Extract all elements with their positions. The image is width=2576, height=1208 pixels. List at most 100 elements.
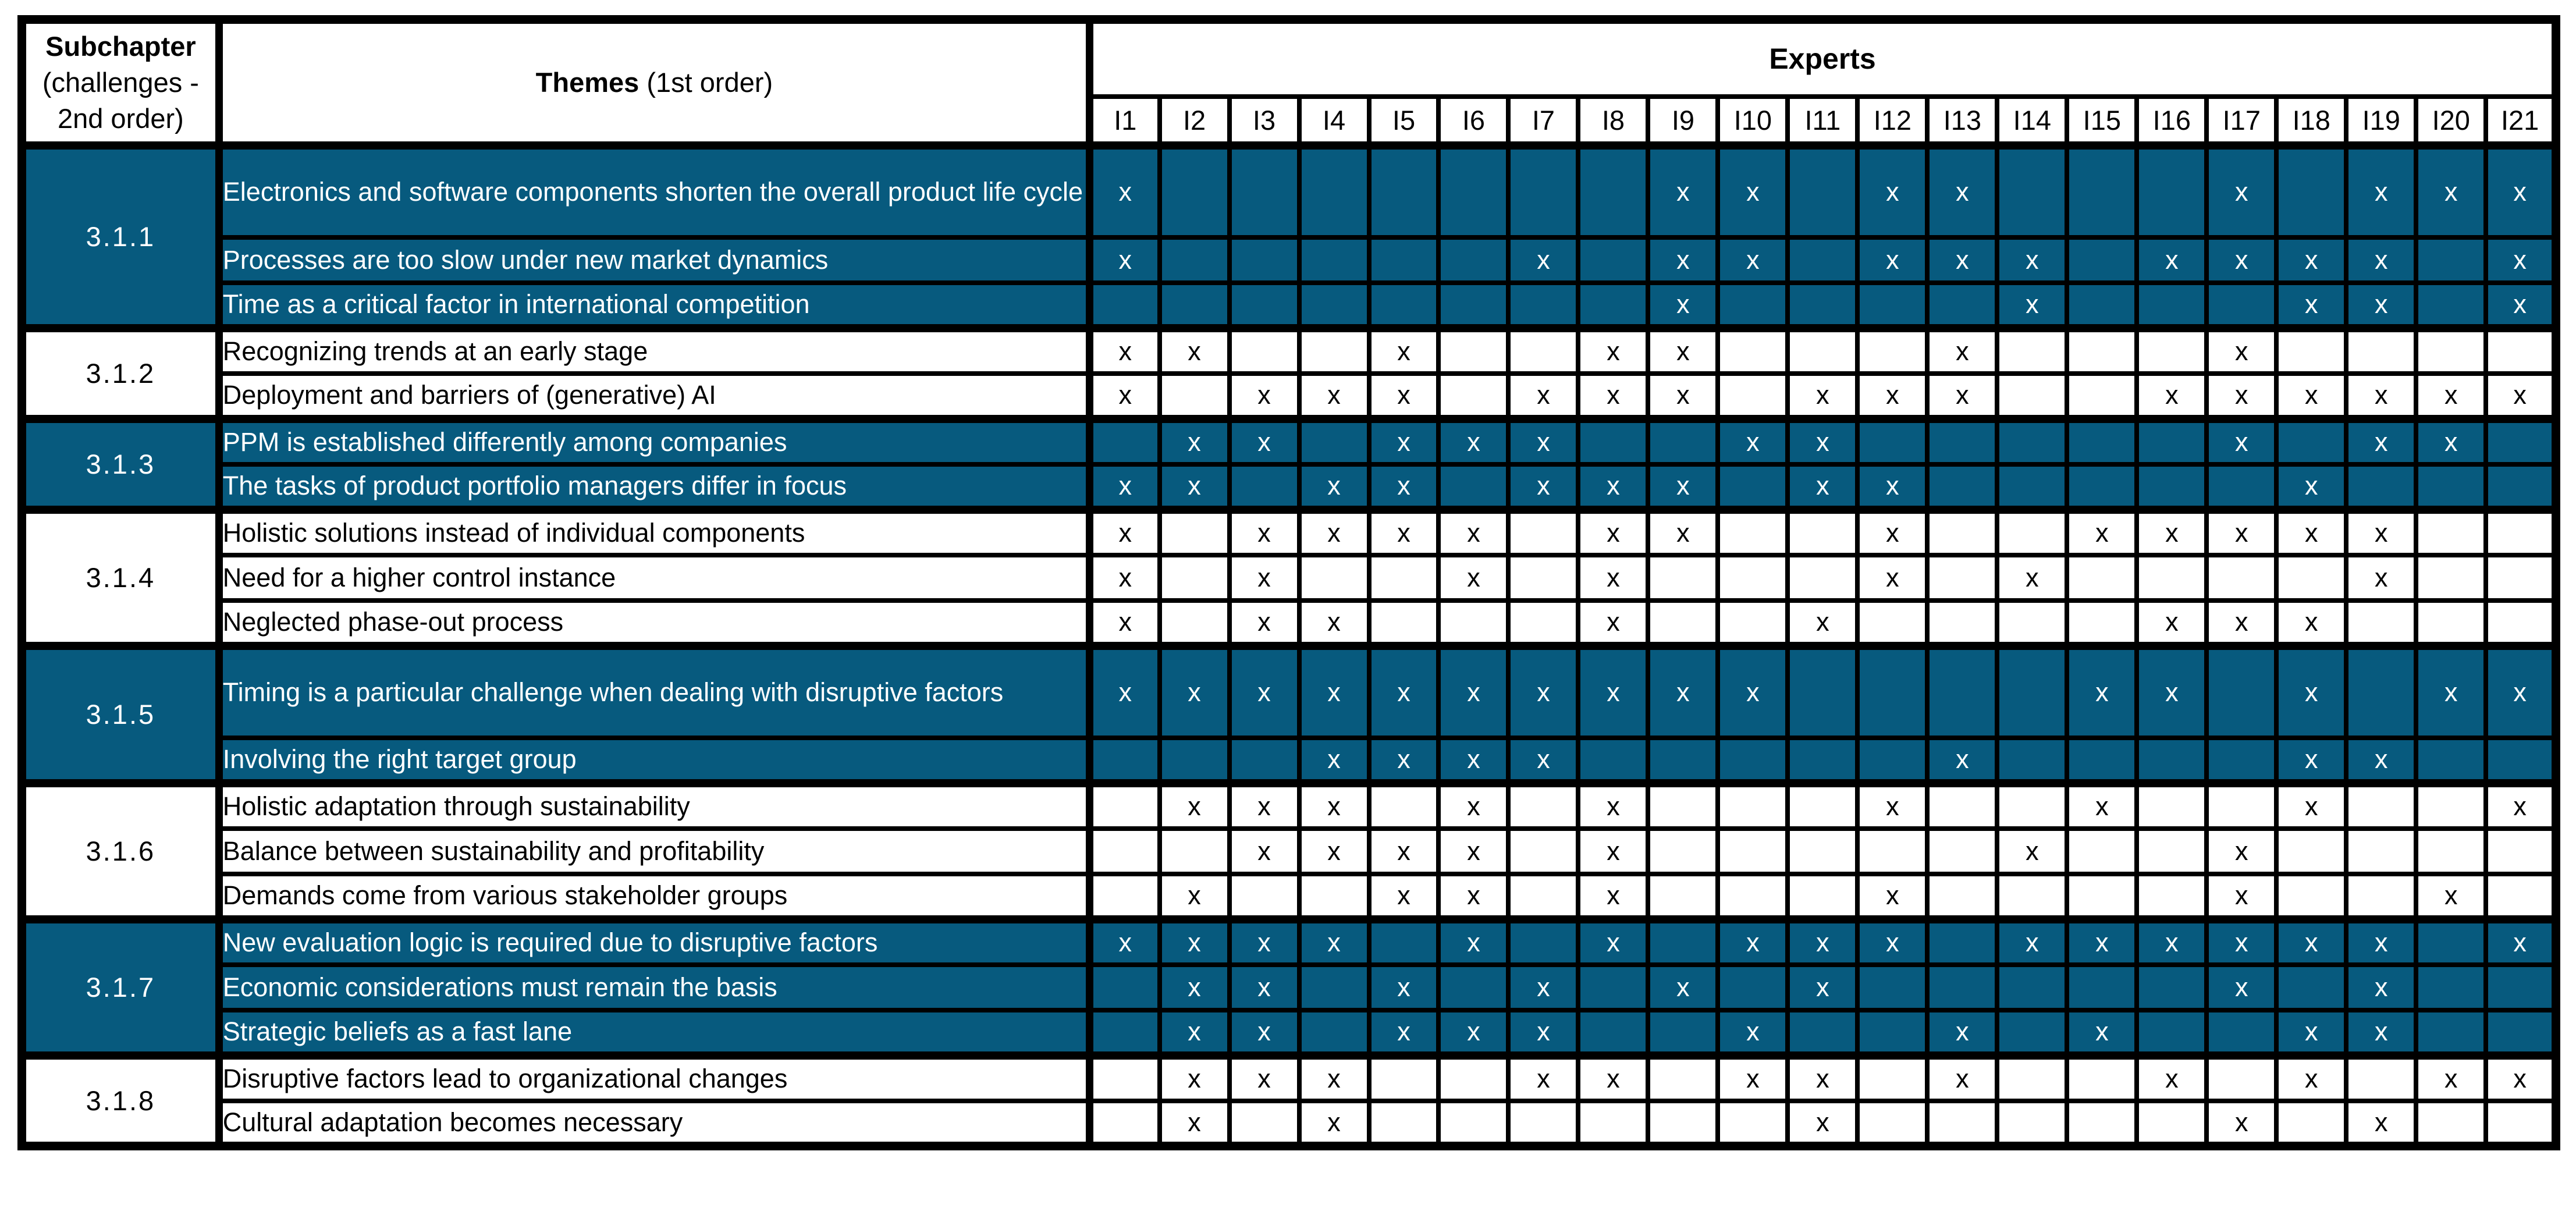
mark-cell-empty (2065, 1051, 2140, 1103)
mark-cell-empty (1227, 735, 1302, 786)
mark-cell-empty (2204, 779, 2279, 831)
mark-cell-empty (1715, 505, 1790, 557)
mark-cell-empty (2414, 779, 2489, 831)
mark-cell-empty (1995, 871, 2070, 922)
mark-cell-empty (1087, 1051, 1162, 1103)
mark-cell-checked: x (1366, 414, 1441, 467)
mark-cell-checked: x (1087, 505, 1162, 557)
expert-column-header-i13: I13 (1925, 94, 2000, 148)
mark-cell-empty (1855, 280, 1930, 331)
mark-cell-checked: x (1366, 371, 1441, 421)
mark-cell-empty (2065, 826, 2140, 876)
themes-header-suffix: (1st order) (639, 67, 773, 98)
mark-cell-empty (2274, 324, 2349, 376)
mark-cell-empty (2204, 461, 2279, 512)
theme-cell: Economic considerations must remain the … (216, 962, 1094, 1012)
mark-cell-empty (1366, 1098, 1441, 1149)
expert-column-header-i16: I16 (2134, 94, 2209, 148)
mark-cell-empty (2414, 1007, 2489, 1058)
mark-cell-empty (1227, 871, 1302, 922)
mark-cell-empty (1646, 735, 1721, 786)
mark-cell-checked: x (1576, 915, 1651, 967)
mark-cell-empty (1296, 962, 1372, 1012)
mark-cell-empty (1576, 141, 1651, 240)
mark-cell-empty (1995, 1051, 2070, 1103)
mark-cell-checked: x (1995, 915, 2070, 967)
mark-cell-checked: x (2344, 371, 2419, 421)
mark-cell-empty (2134, 141, 2209, 240)
table-row: Time as a critical factor in internation… (22, 280, 2559, 331)
mark-cell-empty (1576, 414, 1651, 467)
mark-cell-empty (1506, 826, 1581, 876)
mark-cell-checked: x (2344, 1007, 2419, 1058)
mark-cell-empty (2065, 962, 2140, 1012)
mark-cell-checked: x (1366, 1007, 1441, 1058)
mark-cell-empty (2134, 552, 2209, 603)
mark-cell-checked: x (1646, 280, 1721, 331)
mark-cell-checked: x (2065, 779, 2140, 831)
mark-cell-checked: x (1227, 826, 1302, 876)
mark-cell-empty (1157, 280, 1232, 331)
mark-cell-checked: x (2065, 1007, 2140, 1058)
mark-cell-checked: x (1925, 735, 2000, 786)
mark-cell-checked: x (2414, 871, 2489, 922)
mark-cell-empty (2483, 461, 2559, 512)
mark-cell-checked: x (1646, 371, 1721, 421)
mark-cell-checked: x (1715, 915, 1790, 967)
mark-cell-empty (1715, 735, 1790, 786)
mark-cell-empty (1715, 962, 1790, 1012)
table-row: Balance between sustainability and profi… (22, 826, 2559, 876)
mark-cell-checked: x (1436, 826, 1511, 876)
mark-cell-empty (1157, 598, 1232, 648)
mark-cell-empty (1995, 505, 2070, 557)
theme-cell: Cultural adaptation becomes necessary (216, 1098, 1094, 1149)
mark-cell-checked: x (1227, 414, 1302, 467)
mark-cell-checked: x (1576, 641, 1651, 740)
mark-cell-empty (1646, 1051, 1721, 1103)
mark-cell-checked: x (1436, 552, 1511, 603)
mark-cell-checked: x (2274, 505, 2349, 557)
mark-cell-empty (1227, 235, 1302, 285)
expert-column-header-i14: I14 (1995, 94, 2070, 148)
mark-cell-checked: x (1506, 962, 1581, 1012)
mark-cell-checked: x (1157, 1098, 1232, 1149)
mark-cell-empty (1715, 371, 1790, 421)
mark-cell-checked: x (2344, 1098, 2419, 1149)
mark-cell-checked: x (1785, 598, 1860, 648)
mark-cell-empty (2065, 235, 2140, 285)
mark-cell-empty (2414, 962, 2489, 1012)
mark-cell-checked: x (1576, 598, 1651, 648)
mark-cell-empty (2344, 598, 2419, 648)
subchapter-cell-3.1.7: 3.1.7 (19, 915, 223, 1058)
mark-cell-empty (1157, 826, 1232, 876)
mark-cell-empty (1855, 1098, 1930, 1149)
mark-cell-empty (1087, 1007, 1162, 1058)
mark-cell-empty (1506, 324, 1581, 376)
mark-cell-checked: x (1087, 461, 1162, 512)
mark-cell-checked: x (1157, 461, 1232, 512)
mark-cell-empty (1995, 779, 2070, 831)
mark-cell-empty (1646, 779, 1721, 831)
mark-cell-checked: x (2134, 371, 2209, 421)
mark-cell-checked: x (1366, 871, 1441, 922)
table-row: Economic considerations must remain the … (22, 962, 2559, 1012)
mark-cell-checked: x (1227, 915, 1302, 967)
table-row: 3.1.3 PPM is established differently amon… (19, 414, 2559, 512)
mark-cell-empty (1785, 235, 1860, 285)
mark-cell-checked: x (1296, 915, 1372, 967)
mark-cell-empty (2065, 324, 2140, 376)
expert-column-header-i15: I15 (2065, 94, 2140, 148)
mark-cell-checked: x (1715, 641, 1790, 740)
mark-cell-empty (2483, 871, 2559, 922)
table-row: 3.1.2 Recognizing trends at an early stag… (19, 324, 2559, 421)
mark-cell-empty (2204, 641, 2279, 740)
mark-cell-empty (1087, 735, 1162, 786)
mark-cell-checked: x (2483, 235, 2559, 285)
mark-cell-checked: x (1087, 324, 1162, 376)
mark-cell-checked: x (2274, 1051, 2349, 1103)
mark-cell-empty (2134, 1098, 2209, 1149)
theme-cell: Need for a higher control instance (216, 552, 1094, 603)
mark-cell-empty (2414, 915, 2489, 967)
table-row: Strategic beliefs as a fast lane x x x x x x x x… (22, 1007, 2559, 1058)
mark-cell-empty (1087, 962, 1162, 1012)
